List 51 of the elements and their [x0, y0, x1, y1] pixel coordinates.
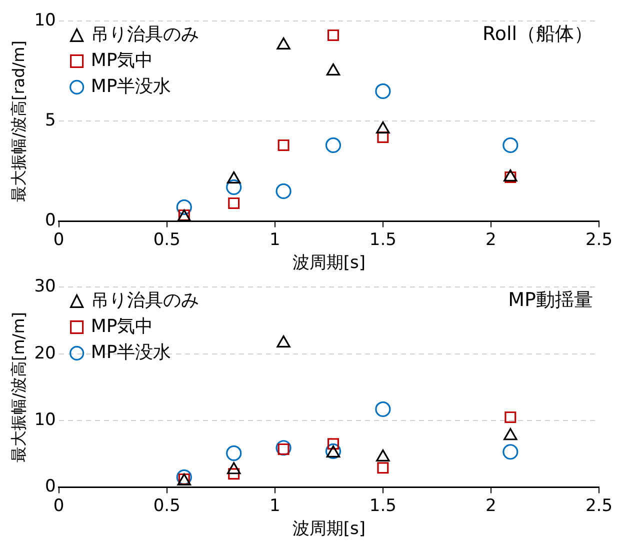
- y-tick-label: 0: [45, 210, 56, 231]
- point: [226, 445, 242, 461]
- point: [276, 183, 292, 199]
- x-tick-label: 1: [269, 496, 280, 516]
- y-axis-title: 最大振幅/波高[m/m]: [8, 312, 28, 462]
- y-tick-label: 20: [34, 343, 56, 364]
- point: [276, 440, 292, 456]
- point: [226, 179, 242, 195]
- legend-label: MP半没水: [90, 342, 172, 363]
- x-tick-label: 2.5: [585, 496, 613, 516]
- point: [276, 335, 290, 348]
- y-tick-label: 10: [34, 410, 56, 430]
- x-tick-label: 2.5: [585, 230, 613, 250]
- x-tick-label: 1.5: [369, 230, 396, 250]
- point: [176, 469, 192, 485]
- legend-label: 吊り治具のみ: [90, 290, 199, 311]
- point: [375, 401, 391, 417]
- point: [228, 468, 240, 480]
- point: [375, 83, 391, 99]
- x-tick-label: 0.5: [153, 496, 180, 516]
- point: [504, 428, 518, 440]
- point: [377, 462, 389, 474]
- legend-label: MP気中: [90, 50, 154, 71]
- y-tick-label: 30: [34, 276, 56, 297]
- x-tick-label: 1.5: [369, 496, 396, 516]
- y-tick-label: 5: [45, 110, 56, 131]
- x-axis-title: 波周期[s]: [292, 519, 366, 540]
- x-axis-title: 波周期[s]: [292, 253, 366, 274]
- x-tick-label: 1: [269, 230, 280, 250]
- y-tick-label: 0: [45, 476, 56, 497]
- point: [228, 197, 240, 209]
- chart-title: Roll（船体）: [482, 23, 593, 46]
- x-tick-label: 2: [486, 496, 496, 516]
- point: [502, 137, 518, 153]
- point: [327, 29, 339, 41]
- legend-label: MP半没水: [90, 76, 172, 97]
- point: [278, 139, 290, 151]
- y-tick-label: 10: [34, 10, 56, 31]
- point: [377, 131, 389, 143]
- x-tick-label: 0.5: [153, 230, 180, 250]
- point: [176, 199, 192, 215]
- legend-label: MP気中: [90, 316, 154, 337]
- legend-label: 吊り治具のみ: [90, 24, 199, 45]
- point: [502, 444, 518, 460]
- y-axis-title: 最大振幅/波高[rad/m]: [8, 40, 28, 202]
- x-tick-label: 2: [486, 230, 496, 250]
- point: [226, 462, 241, 474]
- point: [327, 438, 339, 450]
- point: [504, 411, 516, 423]
- chart-title: MP動揺量: [508, 289, 593, 312]
- point: [325, 137, 342, 153]
